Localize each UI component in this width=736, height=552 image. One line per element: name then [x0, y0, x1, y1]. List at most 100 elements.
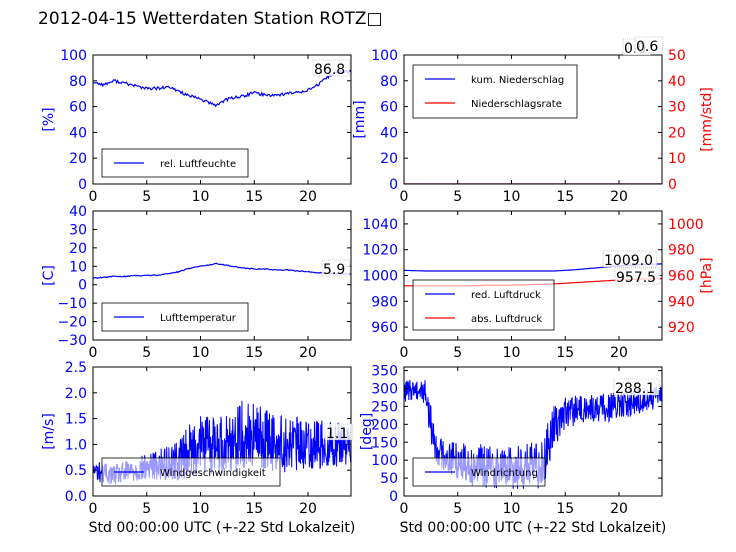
x-tick-label: 15	[245, 501, 263, 517]
value-annotation: 0.6	[636, 39, 658, 55]
y-tick-label: 100	[371, 48, 398, 64]
x-tick-label: 0	[400, 189, 409, 205]
y-tick-label: 980	[371, 294, 398, 310]
x-tick-label: 0	[89, 501, 98, 517]
y-tick-label: 250	[371, 399, 398, 415]
y-tick-label: 0.0	[65, 489, 87, 505]
y-tick-label-right: 0	[668, 177, 677, 193]
y-tick-label: 20	[380, 151, 398, 167]
value-annotation-box	[634, 36, 664, 54]
x-tick-label: 10	[503, 345, 521, 361]
value-annotation-box	[321, 259, 351, 277]
value-annotation: 957.5	[616, 270, 656, 286]
legend-entry-label: kum. Niederschlag	[471, 75, 564, 86]
x-tick-label: 20	[610, 189, 628, 205]
y-tick-label-right: 960	[668, 269, 695, 285]
y-tick-label: 2.0	[65, 386, 87, 402]
legend: Windrichtung	[412, 457, 546, 487]
y-tick-label: 1040	[362, 217, 398, 233]
y-tick-label: 200	[371, 417, 398, 433]
value-annotation-box	[614, 267, 661, 285]
y-tick-label: 20	[69, 241, 87, 257]
y-tick-label: 150	[371, 435, 398, 451]
legend-entry-label: abs. Luftdruck	[471, 314, 542, 325]
y-tick-label: 2.5	[65, 360, 87, 376]
y-tick-label: 40	[380, 125, 398, 141]
x-tick-label: 5	[453, 345, 462, 361]
y-tick-label: 0	[78, 278, 87, 294]
x-tick-label: 20	[610, 501, 628, 517]
x-tick-label: 10	[503, 501, 521, 517]
x-tick-label: 10	[192, 345, 210, 361]
panel-precipitation: 0 5 10 15 20 0 20 40 60 80 100 0 10 20 30 40 50 [mm] [mm/s…	[352, 36, 715, 205]
y-tick-label: 60	[380, 100, 398, 116]
x-tick-label: 15	[556, 189, 574, 205]
legend-entry-label: Niederschlagsrate	[471, 99, 562, 110]
figure-title: 2012-04-15 Wetterdaten Station ROTZ□	[38, 9, 383, 29]
y-tick-label: 40	[69, 125, 87, 141]
y-tick-label: −30	[57, 333, 87, 349]
value-annotation-box	[613, 378, 660, 396]
x-tick-label: 10	[192, 501, 210, 517]
y-tick-label: 1.5	[65, 412, 87, 428]
x-tick-label: 5	[453, 501, 462, 517]
plot-frame	[403, 54, 663, 185]
y-tick-label-right: 50	[668, 48, 686, 64]
plot-frame	[92, 54, 352, 185]
y-tick-label-right: 980	[668, 243, 695, 259]
y-axis-label: [mm]	[352, 100, 368, 138]
x-tick-label: 5	[142, 189, 151, 205]
y-tick-label: 0	[78, 177, 87, 193]
y-tick-label: 0	[389, 177, 398, 193]
x-tick-label: 15	[556, 501, 574, 517]
x-tick-label: 0	[400, 501, 409, 517]
legend-entry-label: Windgeschwindigkeit	[160, 468, 266, 479]
y-tick-label: 960	[371, 320, 398, 336]
y-tick-label-right: 30	[668, 100, 686, 116]
y-tick-label: 80	[69, 74, 87, 90]
y-tick-label-right: 10	[668, 151, 686, 167]
x-tick-label: 0	[400, 345, 409, 361]
y-tick-label: 1000	[362, 269, 398, 285]
legend: red. Luftdruck abs. Luftdruck	[412, 279, 555, 331]
y-tick-label: 1.0	[65, 437, 87, 453]
panel-pressure: 0 5 10 15 20 960 980 1000 1020 1040 920 940 960 980 10…	[362, 210, 715, 361]
x-tick-label: 15	[245, 189, 263, 205]
y-tick-label: 40	[69, 204, 87, 220]
x-tick-label: 15	[556, 345, 574, 361]
legend-entry-label: Lufttemperatur	[160, 313, 237, 324]
y-axis-label-right: [mm/std]	[699, 87, 715, 152]
x-tick-label: 0	[89, 189, 98, 205]
plot-frame	[92, 210, 352, 341]
y-axis-label: [C]	[41, 265, 57, 286]
x-tick-label: 20	[299, 501, 317, 517]
legend: kum. Niederschlag Niederschlagsrate	[412, 64, 578, 119]
panel-wind-speed: 0 5 10 15 20 0.0 0.5 1.0 1.5 2.0 2.5 [m/s] Std 00:00…	[41, 360, 355, 536]
y-tick-label-right: 920	[668, 320, 695, 336]
series-line-lufttemperatur	[93, 262, 351, 280]
y-tick-label: 1020	[362, 243, 398, 259]
y-tick-label: 50	[380, 471, 398, 487]
y-tick-label: 0.5	[65, 463, 87, 479]
y-tick-label: −20	[57, 315, 87, 331]
y-tick-label: 100	[60, 48, 87, 64]
y-axis-label-right: [hPa]	[699, 257, 715, 293]
legend: rel. Luftfeuchte	[101, 148, 249, 178]
legend-entry-label: Windrichtung	[471, 468, 538, 479]
x-tick-label: 5	[453, 189, 462, 205]
x-tick-label: 20	[610, 345, 628, 361]
legend-entry-label: red. Luftdruck	[471, 290, 541, 301]
y-tick-label: −10	[57, 296, 87, 312]
y-axis-label: [m/s]	[41, 413, 57, 450]
x-tick-label: 20	[299, 189, 317, 205]
legend: Windgeschwindigkeit	[101, 457, 281, 487]
value-annotation-box	[324, 423, 354, 441]
x-tick-label: 15	[245, 345, 263, 361]
series-line-rel-luftfeuchte	[93, 69, 351, 108]
value-annotation: 1.1	[326, 426, 348, 442]
value-annotation: 288.1	[615, 381, 655, 397]
y-tick-label: 100	[371, 453, 398, 469]
y-tick-label-right: 40	[668, 74, 686, 90]
